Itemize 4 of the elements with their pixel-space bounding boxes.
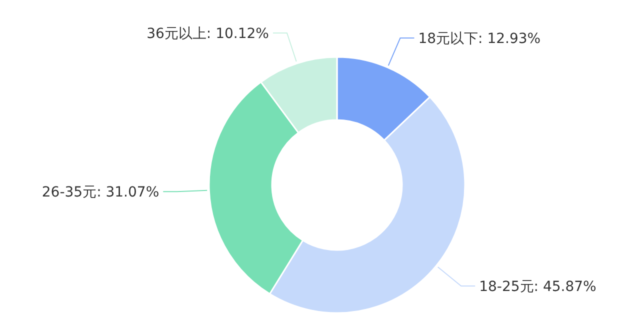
slice-label: 26-35元: 31.07% [42,184,160,201]
slice-label: 18-25元: 45.87% [479,278,596,295]
slice-label: 18元以下: 12.93% [418,31,541,48]
slice-label: 36元以上: 10.12% [146,26,269,42]
